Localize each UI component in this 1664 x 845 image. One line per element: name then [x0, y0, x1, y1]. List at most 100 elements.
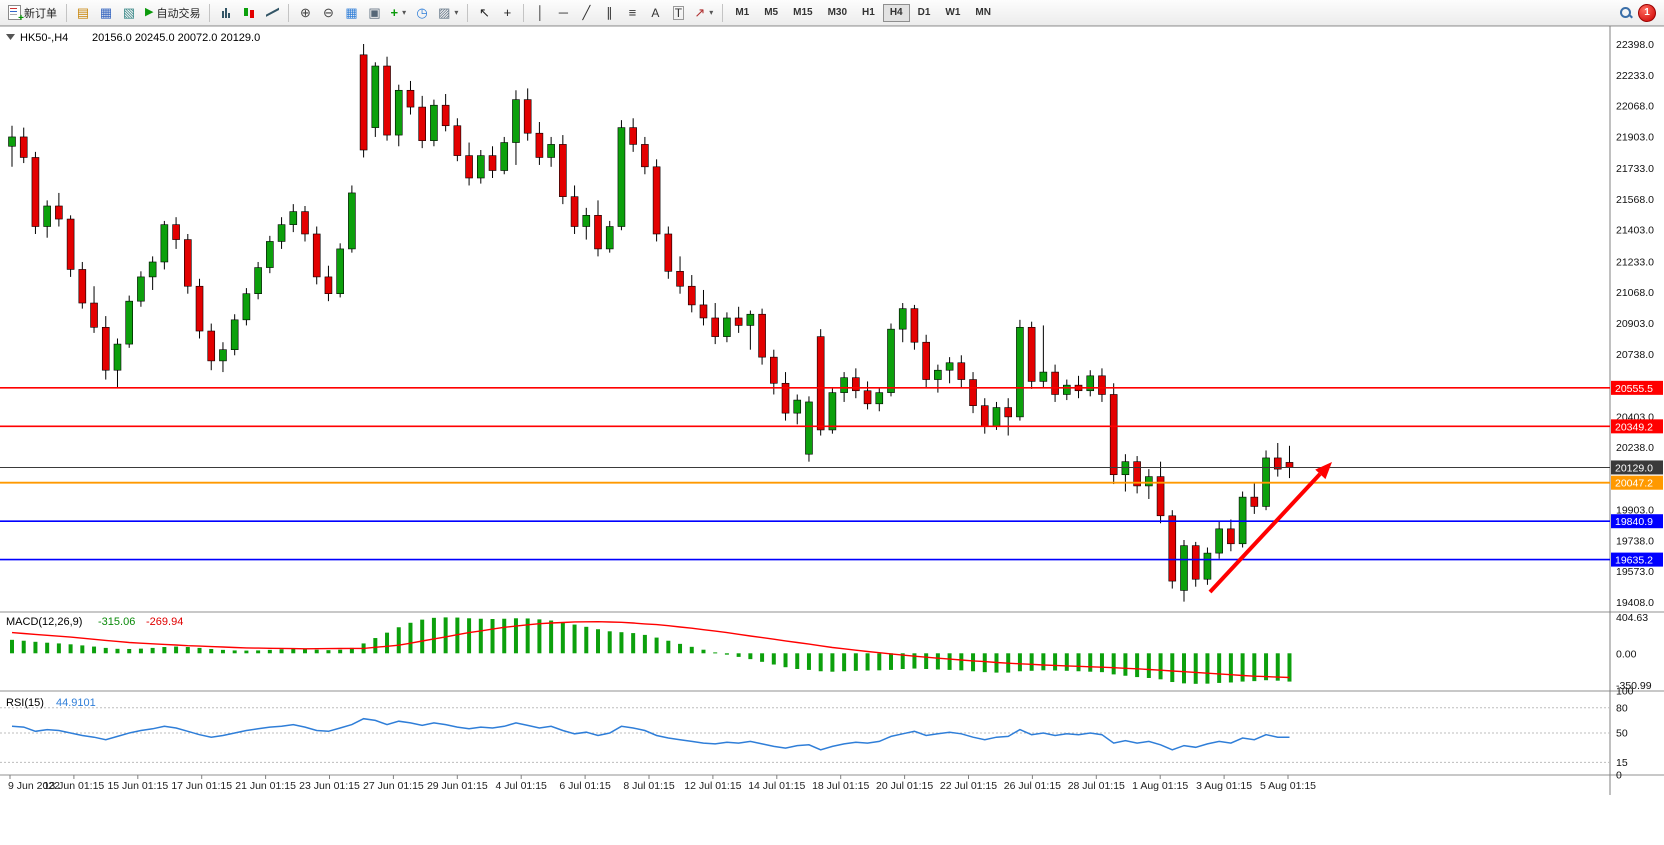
price-axis-label: 20238.0 — [1616, 442, 1654, 454]
rsi-scale-label: 100 — [1616, 686, 1634, 698]
snapshot-icon: ▨ — [438, 5, 451, 20]
price-badge-label: 20555.5 — [1615, 383, 1653, 395]
rsi-scale-label: 80 — [1616, 702, 1628, 714]
timeframe-h1-button[interactable]: H1 — [855, 4, 882, 22]
timeframe-m1-button[interactable]: M1 — [728, 4, 756, 22]
time-axis-label: 8 Jul 01:15 — [623, 780, 675, 792]
bar-chart-button[interactable] — [215, 2, 237, 24]
time-axis-label: 6 Jul 01:15 — [559, 780, 611, 792]
cursor-tool-button[interactable]: ↖ — [473, 2, 495, 24]
notification-badge[interactable]: 1 — [1638, 3, 1656, 22]
market-watch-button[interactable]: ▤ — [72, 2, 94, 24]
time-axis-label: 13 Jun 01:15 — [44, 780, 105, 792]
new-order-button[interactable]: 新订单 — [4, 2, 61, 24]
time-axis-label: 20 Jul 01:15 — [876, 780, 933, 792]
rsi-scale-label: 15 — [1616, 757, 1628, 769]
fibonacci-icon: ≡ — [628, 5, 637, 20]
rsi-panel-label: RSI(15) 44.9101 — [6, 697, 96, 709]
price-axis-label: 20903.0 — [1616, 318, 1654, 330]
new-chart-button[interactable]: + ▾ — [386, 2, 410, 24]
tile-windows-button[interactable]: ▦ — [340, 2, 362, 24]
zoom-in-button[interactable]: ⊕ — [294, 2, 316, 24]
candlestick-series — [8, 44, 1294, 602]
price-badge-support-blue-lower — [1611, 552, 1663, 567]
text-tool-button[interactable]: A — [644, 2, 666, 24]
chevron-down-icon — [6, 34, 15, 40]
trendline-tool-button[interactable]: ╱ — [575, 2, 597, 24]
candlestick-chart-button[interactable] — [238, 2, 260, 24]
zoom-out-button[interactable]: ⊖ — [317, 2, 339, 24]
arrows-tool-button[interactable]: ↗ ▾ — [690, 2, 717, 24]
time-axis-label: 18 Jul 01:15 — [812, 780, 869, 792]
chevron-down-icon: ▾ — [709, 8, 714, 17]
price-axis-label: 19573.0 — [1616, 566, 1654, 578]
price-badge-resistance-upper — [1611, 380, 1663, 395]
rsi-line — [11, 717, 1290, 751]
data-window-button[interactable]: ▦ — [95, 2, 117, 24]
timeframe-w1-button[interactable]: W1 — [938, 4, 967, 22]
timeframe-m5-button[interactable]: M5 — [757, 4, 785, 22]
macd-signal-value: -269.94 — [146, 616, 183, 628]
search-button[interactable] — [1615, 2, 1637, 24]
period-button[interactable]: ◷ — [411, 2, 433, 24]
trend-arrow-head — [1315, 462, 1332, 480]
toolbar: 新订单 ▤ ▦ ▧ ▶ 自动交易 ⊕ ⊖ ▦ ▣ + ▾ ◷ ▨ ▾ — [0, 0, 1664, 26]
vertical-line-tool-button[interactable]: │ — [529, 2, 551, 24]
auto-trading-button[interactable]: ▶ 自动交易 — [141, 2, 204, 24]
time-axis-label: 17 Jun 01:15 — [171, 780, 232, 792]
arrow-tool-icon: ↗ — [694, 5, 706, 20]
chevron-down-icon: ▾ — [454, 8, 459, 17]
time-axis-label: 9 Jun 2022 — [8, 780, 60, 792]
cascade-windows-button[interactable]: ▣ — [363, 2, 385, 24]
navigator-button[interactable]: ▧ — [118, 2, 140, 24]
price-axis-label: 21903.0 — [1616, 131, 1654, 143]
timeframe-d1-button[interactable]: D1 — [911, 4, 938, 22]
crosshair-tool-button[interactable]: + — [496, 2, 518, 24]
trendline-icon: ╱ — [582, 5, 591, 20]
price-badge-label: 19635.2 — [1615, 555, 1653, 567]
horizontal-lines: 20555.5 20349.2 20129.0 20047.2 19840.9 19635… — [0, 380, 1663, 567]
price-axis-label: 21233.0 — [1616, 256, 1654, 268]
fibonacci-tool-button[interactable]: ≡ — [621, 2, 643, 24]
timeframe-mn-button[interactable]: MN — [968, 4, 998, 22]
timeframe-m30-button[interactable]: M30 — [821, 4, 854, 22]
snapshot-button[interactable]: ▨ ▾ — [434, 2, 462, 24]
time-axis-label: 4 Jul 01:15 — [496, 780, 548, 792]
timeframe-h4-button[interactable]: H4 — [882, 3, 910, 22]
macd-scale-label: -350.99 — [1616, 680, 1652, 692]
price-badge-support-blue-upper — [1611, 514, 1663, 529]
zoom-in-icon: ⊕ — [300, 5, 311, 20]
data-window-icon: ▦ — [99, 5, 113, 20]
line-chart-button[interactable] — [261, 2, 283, 24]
toolbar-separator — [722, 3, 724, 22]
time-axis-label: 21 Jun 01:15 — [235, 780, 296, 792]
time-axis-label: 15 Jun 01:15 — [107, 780, 168, 792]
time-axis-label: 3 Aug 01:15 — [1196, 780, 1252, 792]
time-axis-label: 28 Jul 01:15 — [1068, 780, 1125, 792]
time-axis-label: 23 Jun 01:15 — [299, 780, 360, 792]
candlestick-chart-icon — [243, 6, 256, 19]
vertical-line-icon: │ — [536, 5, 545, 20]
new-chart-icon: + — [390, 5, 399, 20]
price-badge-label: 20047.2 — [1615, 478, 1653, 490]
tile-windows-icon: ▦ — [345, 5, 358, 20]
cascade-windows-icon: ▣ — [368, 5, 381, 20]
crosshair-icon: + — [503, 5, 512, 20]
rsi-name-label: RSI(15) — [6, 697, 44, 709]
search-icon — [1619, 6, 1633, 20]
label-tool-button[interactable]: T — [667, 2, 689, 24]
chart-title: HK50-,H4 20156.0 20245.0 20072.0 20129.0 — [6, 32, 260, 44]
time-axis-label: 5 Aug 01:15 — [1260, 780, 1316, 792]
zoom-out-icon: ⊖ — [323, 5, 334, 20]
price-badge-label: 20129.0 — [1615, 462, 1653, 474]
price-axis-label: 19738.0 — [1616, 535, 1654, 547]
price-axis-label: 20738.0 — [1616, 349, 1654, 361]
time-axis-label: 14 Jul 01:15 — [748, 780, 805, 792]
trend-arrow-annotation[interactable] — [1208, 457, 1337, 594]
chevron-down-icon: ▾ — [402, 8, 407, 17]
channel-tool-button[interactable]: ∥ — [598, 2, 620, 24]
timeframe-m15-button[interactable]: M15 — [786, 4, 819, 22]
horizontal-line-tool-button[interactable]: ─ — [552, 2, 574, 24]
